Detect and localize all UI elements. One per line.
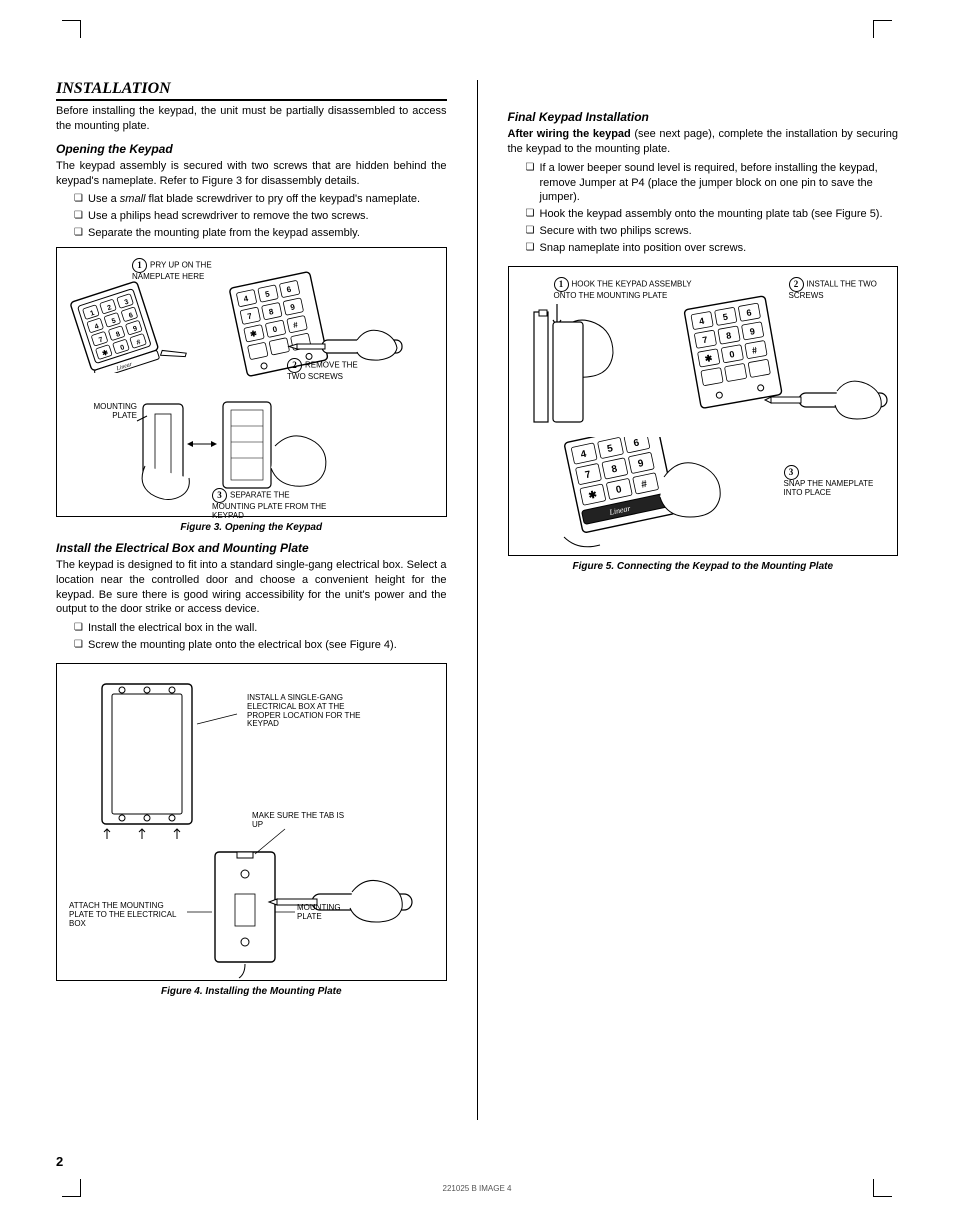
fig5-label-step3: 3SNAP THE NAMEPLATE INTO PLACE <box>784 465 894 498</box>
section-title: INSTALLATION <box>56 80 447 101</box>
subheading-final: Final Keypad Installation <box>508 110 899 124</box>
install-box-checklist: Install the electrical box in the wall. … <box>56 621 447 653</box>
figure-3-caption: Figure 3. Opening the Keypad <box>56 522 447 533</box>
list-item: Separate the mounting plate from the key… <box>74 226 447 241</box>
intro-paragraph: Before installing the keypad, the unit m… <box>56 104 447 134</box>
fig3-label-step2: 2REMOVE THE TWO SCREWS <box>287 358 377 382</box>
fig-label-text: MOUNTING PLATE <box>93 402 137 420</box>
page: INSTALLATION Before installing the keypa… <box>0 0 954 1217</box>
two-column-layout: INSTALLATION Before installing the keypa… <box>56 80 898 1120</box>
crop-mark-icon <box>80 20 104 44</box>
crop-mark-icon <box>850 20 874 44</box>
list-item: If a lower beeper sound level is require… <box>526 161 899 206</box>
list-item: Use a philips head screwdriver to remove… <box>74 209 447 224</box>
final-checklist: If a lower beeper sound level is require… <box>508 161 899 256</box>
keypad-pry-icon: 123 456 789 ✱0# Linear <box>67 278 187 373</box>
footer-text: 221025 B IMAGE 4 <box>0 1184 954 1193</box>
final-paragraph: After wiring the keypad (see next page),… <box>508 127 899 157</box>
subheading-install-box: Install the Electrical Box and Mounting … <box>56 541 447 555</box>
fig4-label-a: INSTALL A SINGLE-GANG ELECTRICAL BOX AT … <box>247 694 377 729</box>
figure-4: INSTALL A SINGLE-GANG ELECTRICAL BOX AT … <box>56 663 447 981</box>
figure-4-caption: Figure 4. Installing the Mounting Plate <box>56 986 447 997</box>
fig-label-text: SNAP THE NAMEPLATE INTO PLACE <box>784 479 874 497</box>
list-item: Snap nameplate into position over screws… <box>526 241 899 256</box>
right-column: Final Keypad Installation After wiring t… <box>508 80 899 1120</box>
opening-paragraph: The keypad assembly is secured with two … <box>56 159 447 189</box>
install-box-paragraph: The keypad is designed to fit into a sta… <box>56 558 447 617</box>
page-number: 2 <box>56 1154 63 1169</box>
list-item: Hook the keypad assembly onto the mounti… <box>526 207 899 222</box>
column-divider <box>477 80 478 1120</box>
subheading-opening: Opening the Keypad <box>56 142 447 156</box>
fig4-label-c: ATTACH THE MOUNTING PLATE TO THE ELECTRI… <box>69 902 184 928</box>
fig4-label-b: MAKE SURE THE TAB IS UP <box>252 812 352 830</box>
figure-5: 1HOOK THE KEYPAD ASSEMBLY ONTO THE MOUNT… <box>508 266 899 556</box>
list-item: Secure with two philips screws. <box>526 224 899 239</box>
lead-bold: After wiring the keypad <box>508 128 631 140</box>
list-item: Use a small flat blade screwdriver to pr… <box>74 192 447 207</box>
figure-3: 1PRY UP ON THE NAMEPLATE HERE 123 <box>56 247 447 517</box>
opening-checklist: Use a small flat blade screwdriver to pr… <box>56 192 447 241</box>
list-item: Screw the mounting plate onto the electr… <box>74 638 447 653</box>
fig5-top-icon: 456 789 ✱0# <box>509 292 898 452</box>
figure-5-caption: Figure 5. Connecting the Keypad to the M… <box>508 561 899 572</box>
list-item: Install the electrical box in the wall. <box>74 621 447 636</box>
fig3-label-mounting: MOUNTING PLATE <box>77 403 137 421</box>
left-column: INSTALLATION Before installing the keypa… <box>56 80 447 1120</box>
fig3-label-step3: 3SEPARATE THE MOUNTING PLATE FROM THE KE… <box>212 488 332 521</box>
fig-label-text: SEPARATE THE MOUNTING PLATE FROM THE KEY… <box>212 491 326 520</box>
fig4-label-d: MOUNTING PLATE <box>297 904 367 922</box>
